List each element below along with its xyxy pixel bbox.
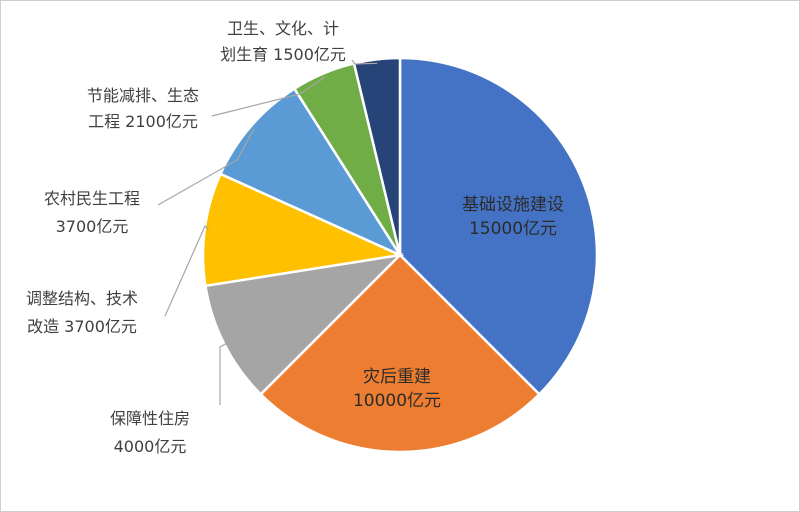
slice-label-5-line-1: 工程 2100亿元	[88, 112, 198, 131]
leader-line-6	[351, 59, 378, 65]
slice-label-6-line-0: 卫生、文化、计	[227, 19, 339, 38]
slice-label-4-line-1: 3700亿元	[56, 217, 129, 236]
slice-label-0-line-0: 基础设施建设	[462, 195, 564, 215]
leader-line-4	[157, 128, 255, 206]
slice-label-2-line-0: 保障性住房	[110, 409, 190, 428]
slice-label-1-line-0: 灾后重建	[363, 367, 431, 387]
pie-slice-3	[201, 172, 405, 288]
slice-label-5-line-0: 节能减排、生态	[87, 86, 199, 105]
leader-line-5	[211, 76, 326, 117]
leader-line-3	[164, 225, 210, 317]
leader-lines	[157, 59, 378, 405]
slice-label-4-line-0: 农村民生工程	[44, 189, 140, 208]
slice-label-3-line-1: 改造 3700亿元	[27, 317, 137, 336]
slice-label-0-line-1: 15000亿元	[469, 219, 557, 239]
pie-slice-1	[258, 253, 542, 454]
pie-slices	[201, 56, 599, 454]
leader-line-2	[219, 342, 229, 405]
slice-label-3-line-0: 调整结构、技术	[26, 289, 138, 308]
slice-label-2-line-1: 4000亿元	[114, 437, 187, 456]
pie-slice-4	[218, 86, 404, 258]
slice-label-6-line-1: 划生育 1500亿元	[220, 45, 346, 64]
slice-label-1-line-1: 10000亿元	[353, 391, 441, 411]
pie-slice-0	[398, 56, 599, 397]
